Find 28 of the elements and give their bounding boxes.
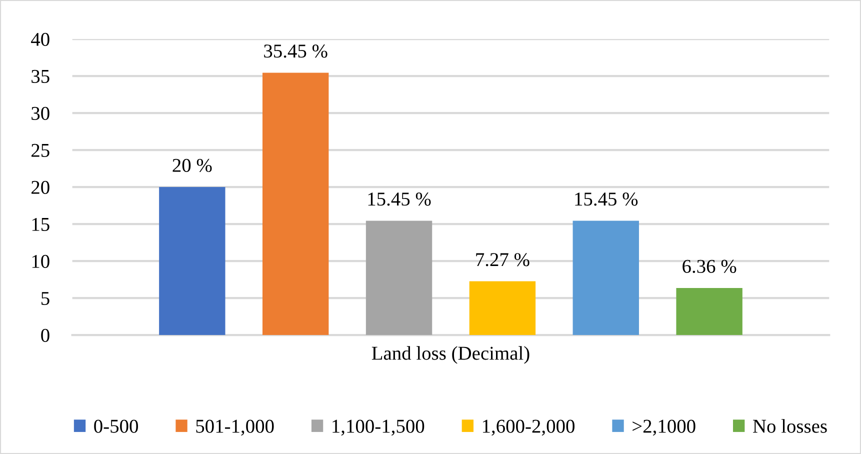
x-tick-label: Land loss (Decimal) — [372, 346, 530, 364]
data-label: 20 % — [172, 158, 212, 172]
y-tick-label: 30 — [32, 106, 50, 120]
y-tick-label: 40 — [31, 32, 50, 46]
y-tick-label: 0 — [41, 328, 50, 342]
legend-label: 1,600-2,000 — [482, 420, 574, 436]
data-label: 15.45 % — [575, 192, 638, 206]
bar — [676, 288, 742, 336]
y-tick-label: 35 — [32, 70, 50, 83]
y-tick-label: 15 — [32, 218, 50, 231]
y-tick-label: 5 — [42, 292, 50, 305]
data-label: 35.45 % — [264, 44, 328, 58]
bar — [572, 220, 639, 336]
y-tick-label: 25 — [32, 144, 50, 157]
y-tick-label: 20 — [32, 180, 50, 194]
bar — [159, 187, 226, 336]
y-tick-label: 10 — [32, 254, 50, 268]
legend-label: No losses — [753, 419, 827, 433]
legend-label: >2,1000 — [632, 420, 696, 436]
data-label: 6.36 % — [682, 260, 736, 274]
data-label: 15.45 % — [368, 192, 431, 206]
bar — [469, 281, 536, 336]
bar — [262, 72, 329, 336]
legend-label: 0-500 — [94, 420, 138, 433]
bar — [366, 220, 432, 336]
legend-label: 1,100-1,500 — [332, 420, 424, 436]
legend-label: 501-1,000 — [196, 420, 274, 436]
data-label: 7.27 % — [476, 253, 530, 266]
